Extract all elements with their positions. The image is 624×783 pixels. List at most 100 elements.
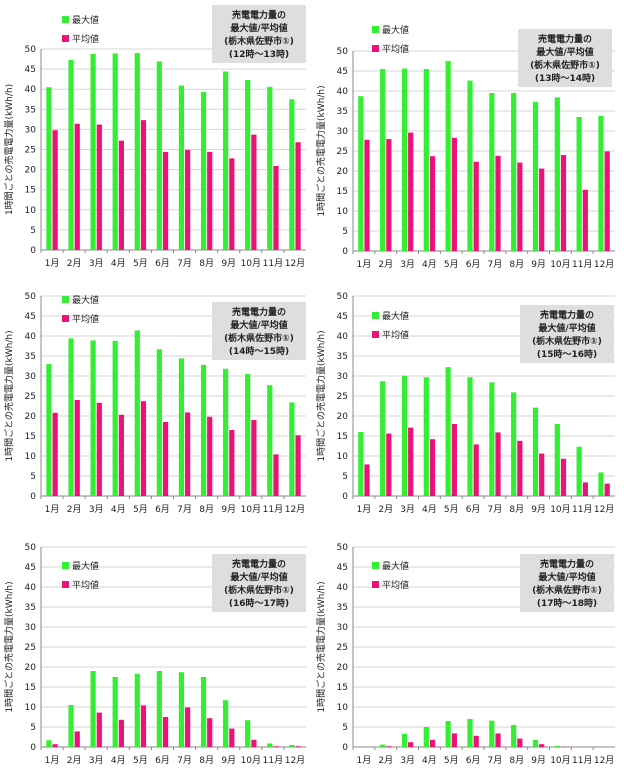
bar-max [46,87,52,250]
bar-max [511,93,517,251]
y-tick-label: 5 [30,723,36,733]
y-tick-label: 0 [342,492,348,502]
chart-title-line: 売電電力量の [540,558,594,570]
x-tick-label: 4月 [422,259,437,270]
bar-avg [495,155,501,251]
x-tick-label: 8月 [509,504,524,515]
y-tick-label: 5 [30,226,36,236]
x-tick-label: 6月 [466,504,481,515]
y-axis-title: 1時間ごとの売電電力量(kWh/h) [3,330,15,461]
x-tick-label: 12月 [285,504,305,515]
x-tick-label: 4月 [422,504,437,515]
bar-max [46,364,52,496]
y-tick-label: 25 [25,146,36,156]
bar-avg [451,137,457,251]
chart-title-line: 最大値/平均値 [230,22,287,34]
legend-label-avg: 平均値 [72,33,99,45]
x-tick-label: 11月 [263,504,283,515]
bar-max [511,392,517,496]
y-tick-label: 5 [342,227,348,237]
x-tick-label: 8月 [509,259,524,270]
x-tick-label: 3月 [89,504,104,515]
bar-avg [386,746,392,747]
chart-title-line: (栃木県佐野市①) [224,35,294,47]
bar-avg [140,401,147,496]
bar-avg [473,444,479,496]
chart-title-box [520,305,614,363]
legend-label-max: 最大値 [72,560,99,572]
bar-avg [96,712,102,747]
legend-swatch-max [62,296,69,303]
x-tick-label: 9月 [221,504,236,515]
x-tick-label: 8月 [199,755,214,766]
chart-title-box [212,5,306,63]
bar-max [156,61,162,250]
x-tick-label: 9月 [531,259,546,270]
bar-max [112,340,118,496]
y-tick-label: 0 [342,743,348,753]
bar-max [68,338,74,496]
x-tick-label: 5月 [133,755,148,766]
bar-avg [582,189,588,251]
y-tick-label: 40 [337,87,349,97]
bar-max [223,71,229,251]
x-tick-label: 9月 [221,755,236,766]
bar-avg [560,458,567,496]
legend-swatch-max [62,16,69,23]
bar-max [112,677,118,747]
x-tick-label: 1月 [45,504,60,515]
y-tick-label: 5 [342,723,348,733]
x-tick-label: 10月 [241,755,261,766]
x-tick-label: 5月 [133,504,148,515]
legend-swatch-avg [62,315,69,322]
x-tick-label: 3月 [400,504,415,515]
legend-label-max: 最大値 [72,14,99,26]
x-tick-label: 6月 [155,504,170,515]
bar-max [554,424,560,496]
bar-max [289,745,295,747]
bar-max [380,381,386,496]
bar-max [178,672,185,747]
bar-avg [429,739,436,747]
x-tick-label: 11月 [263,258,283,269]
bar-max [532,101,539,251]
bar-max [267,86,273,251]
bar-avg [604,483,610,496]
chart-title-box [212,302,306,360]
bar-avg [386,433,392,496]
y-axis-title: 1時間ごとの売電電力量(kWh/h) [315,330,327,461]
bar-max [200,92,207,250]
y-tick-label: 50 [25,543,37,553]
x-tick-label: 2月 [378,259,393,270]
bar-avg [429,439,436,496]
bar-avg [517,738,523,747]
y-tick-label: 15 [337,432,348,442]
y-tick-label: 40 [25,583,37,593]
y-tick-label: 10 [337,452,349,462]
legend-label-max: 最大値 [72,294,99,306]
y-tick-label: 45 [25,563,36,573]
bar-max [134,53,140,250]
bar-max [467,719,473,747]
x-tick-label: 7月 [488,504,503,515]
y-tick-label: 45 [25,312,36,322]
bar-max [423,377,429,496]
bar-max [401,733,408,747]
bar-avg [273,454,279,496]
legend-label-avg: 平均値 [72,579,99,591]
bar-avg [429,156,436,251]
x-tick-label: 2月 [67,504,82,515]
chart-title-line: 最大値/平均値 [230,571,287,583]
bar-max [423,727,429,747]
chart-title-box [212,554,306,612]
bar-max [223,368,229,496]
x-tick-label: 12月 [594,755,614,766]
y-tick-label: 10 [25,206,37,216]
bar-avg [162,717,169,747]
x-tick-label: 5月 [444,755,459,766]
bar-max [245,720,251,747]
bar-avg [52,130,58,250]
bar-avg [295,142,301,250]
x-tick-label: 11月 [572,504,592,515]
bar-avg [408,742,414,747]
